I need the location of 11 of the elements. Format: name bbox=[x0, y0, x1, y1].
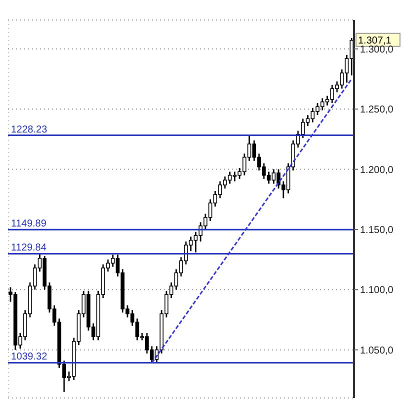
y-tick-label: 1.300,0 bbox=[360, 44, 394, 56]
y-tick-label: 1.050,0 bbox=[360, 345, 394, 356]
text: 1.307,1 bbox=[358, 35, 392, 46]
y-tick-label: 1.150,0 bbox=[360, 225, 394, 236]
ref-line-label: 1228.23 bbox=[11, 124, 48, 136]
y-tick-label: 1.250,0 bbox=[360, 104, 394, 116]
ref-line-label: 1039.32 bbox=[11, 352, 48, 363]
ref-line-label: 1149.89 bbox=[11, 218, 47, 230]
y-tick-label: 1.200,0 bbox=[360, 164, 394, 176]
y-tick-label: 1.100,0 bbox=[360, 285, 394, 296]
ref-line-label: 1129.84 bbox=[11, 242, 47, 254]
